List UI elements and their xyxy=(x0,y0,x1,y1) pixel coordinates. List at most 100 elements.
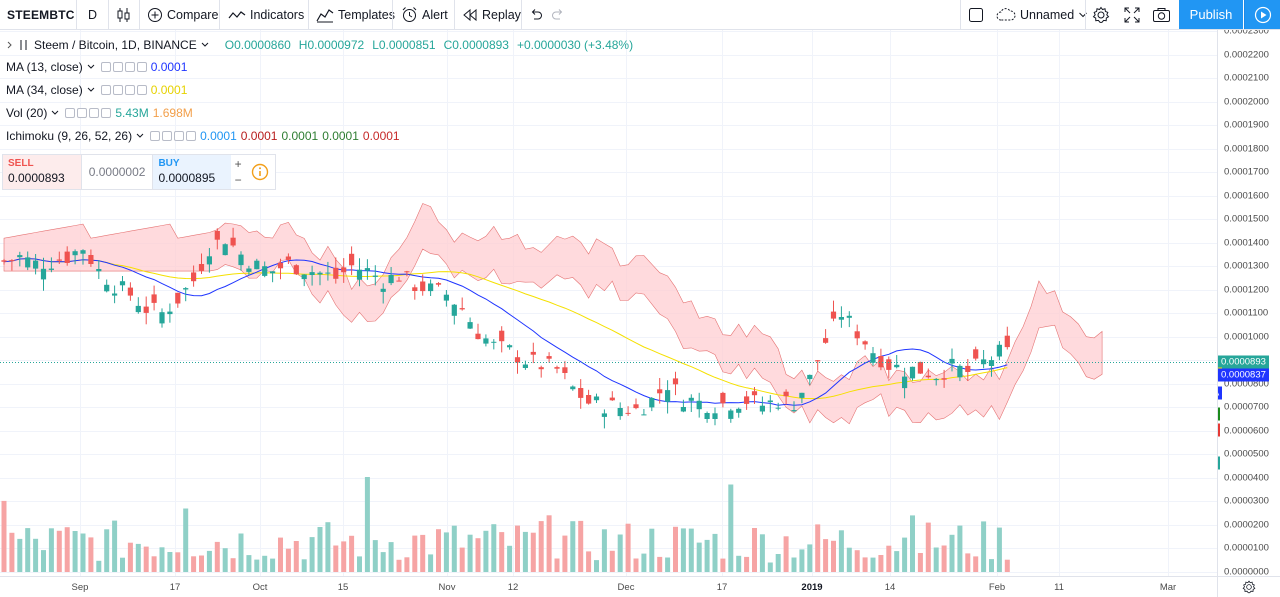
settings-icon[interactable] xyxy=(112,85,123,95)
ma34-line xyxy=(3,258,1008,400)
snapshot-button[interactable] xyxy=(1152,0,1171,29)
camera-icon xyxy=(1153,7,1170,22)
time-tick-label: Sep xyxy=(71,582,89,593)
price-tick-label: 0.0002200 xyxy=(1224,49,1269,61)
volume-bar xyxy=(917,553,923,572)
volume-bar xyxy=(775,554,781,572)
close-icon[interactable] xyxy=(136,62,147,72)
price-chart[interactable] xyxy=(0,30,1217,576)
indicators-button[interactable]: Indicators xyxy=(228,0,304,29)
ichimoku-legend[interactable]: Ichimoku (9, 26, 52, 26) 0.0001 0.0001 0… xyxy=(6,127,400,145)
buy-button[interactable]: BUY 0.0000895 xyxy=(153,155,232,189)
candle-body xyxy=(17,255,23,258)
plus-icon[interactable] xyxy=(124,85,135,95)
eye-icon[interactable] xyxy=(150,131,161,141)
volume-bar xyxy=(396,559,402,572)
price-tick-label: 0.0001700 xyxy=(1224,166,1269,178)
settings-icon[interactable] xyxy=(112,62,123,72)
volume-bar xyxy=(586,551,592,572)
chart-settings-corner[interactable] xyxy=(1217,576,1280,597)
settings-button[interactable] xyxy=(1092,0,1110,29)
expand-icon xyxy=(1124,7,1140,22)
eye-icon[interactable] xyxy=(100,85,111,95)
replay-button[interactable]: Replay xyxy=(462,0,521,29)
ichimoku-controls[interactable] xyxy=(150,131,197,141)
plus-icon[interactable] xyxy=(124,62,135,72)
ohlc-close: C0.0000893 xyxy=(443,38,509,52)
interval-button[interactable]: D xyxy=(88,7,98,22)
publish-video-button[interactable] xyxy=(1244,0,1280,29)
buy-sell-panel: SELL 0.0000893 0.0000002 BUY 0.0000895 +… xyxy=(2,154,276,190)
buy-price: 0.0000895 xyxy=(158,171,216,185)
volume-bar xyxy=(894,551,900,572)
chevron-down-icon[interactable] xyxy=(51,109,59,117)
ma34-legend[interactable]: MA (34, close) 0.0001 xyxy=(6,81,187,99)
volume-legend[interactable]: Vol (20) 5.43M 1.698M xyxy=(6,104,193,122)
candle-body xyxy=(641,414,647,416)
chart-pane[interactable] xyxy=(0,30,1217,576)
plus-icon[interactable] xyxy=(89,108,100,118)
chevron-down-icon xyxy=(1079,12,1088,17)
chevron-down-icon[interactable] xyxy=(136,132,144,140)
candle-body xyxy=(514,357,521,363)
price-axis[interactable]: 0.0002300 0.0002200 0.0002100 0.0002000 0.00… xyxy=(1217,30,1280,576)
price-tick-label: 0.0000800 xyxy=(1224,378,1269,390)
info-button[interactable] xyxy=(245,155,275,189)
volume-bar xyxy=(475,538,481,572)
close-icon[interactable] xyxy=(136,85,147,95)
templates-button[interactable]: Templates xyxy=(316,0,395,29)
fullscreen-toggle[interactable] xyxy=(968,0,984,29)
ma13-controls[interactable] xyxy=(100,62,147,72)
candle-body xyxy=(483,338,489,344)
redo-button[interactable] xyxy=(551,0,565,29)
ma13-legend[interactable]: MA (13, close) 0.0001 xyxy=(6,58,187,76)
candle-body xyxy=(325,272,331,274)
candle-body xyxy=(459,308,465,310)
minus-icon[interactable]: − xyxy=(234,173,242,187)
main-series-legend[interactable]: Steem / Bitcoin, 1D, BINANCE O0.0000860 … xyxy=(6,36,633,54)
volume-bar xyxy=(862,557,868,572)
sell-button[interactable]: SELL 0.0000893 xyxy=(3,155,81,189)
plus-icon[interactable] xyxy=(174,131,185,141)
candle-body xyxy=(443,294,449,301)
price-tick-label: 0.0001900 xyxy=(1224,119,1269,131)
candle-body xyxy=(570,386,576,390)
candle-body xyxy=(72,251,78,256)
volume-bar xyxy=(973,556,979,572)
collapse-chevron-icon[interactable] xyxy=(6,40,14,50)
close-icon[interactable] xyxy=(101,108,112,118)
volume-controls[interactable] xyxy=(65,108,112,118)
chevron-down-icon[interactable] xyxy=(87,63,95,71)
chevron-down-icon[interactable] xyxy=(87,86,95,94)
time-tick-label: 11 xyxy=(1054,582,1064,593)
undo-button[interactable] xyxy=(529,0,543,29)
publish-label: Publish xyxy=(1189,7,1233,22)
compare-button[interactable]: Compare xyxy=(147,0,218,29)
settings-icon[interactable] xyxy=(77,108,88,118)
candle-body xyxy=(846,315,852,318)
chevron-down-icon[interactable] xyxy=(201,41,209,49)
volume-bar xyxy=(609,550,615,572)
chart-style-button[interactable] xyxy=(116,0,132,29)
time-tick-label: 17 xyxy=(716,582,728,593)
plus-icon[interactable]: + xyxy=(234,157,242,171)
fullscreen-button[interactable] xyxy=(1124,0,1140,29)
candle-body xyxy=(191,272,197,282)
ma34-controls[interactable] xyxy=(100,85,147,95)
volume-bar xyxy=(246,555,252,572)
candle-body xyxy=(736,408,742,413)
alert-button[interactable]: Alert xyxy=(401,0,448,29)
volume-bar xyxy=(649,528,655,572)
candle-body xyxy=(380,288,386,292)
eye-icon[interactable] xyxy=(100,62,111,72)
publish-button[interactable]: Publish xyxy=(1179,0,1243,29)
settings-icon[interactable] xyxy=(162,131,173,141)
volume-bar xyxy=(151,556,157,572)
quantity-stepper[interactable]: + − xyxy=(231,155,245,189)
eye-icon[interactable] xyxy=(65,108,76,118)
symbol-search-button[interactable]: STEEMBTC xyxy=(7,7,75,22)
layout-menu-button[interactable]: Unnamed xyxy=(996,0,1088,29)
time-axis[interactable]: Sep 17 Oct 15 Nov 12 Dec 17 2019 14 Feb 11 Mar xyxy=(0,576,1217,597)
close-icon[interactable] xyxy=(186,131,197,141)
series-title: Steem / Bitcoin, 1D, BINANCE xyxy=(34,38,197,52)
